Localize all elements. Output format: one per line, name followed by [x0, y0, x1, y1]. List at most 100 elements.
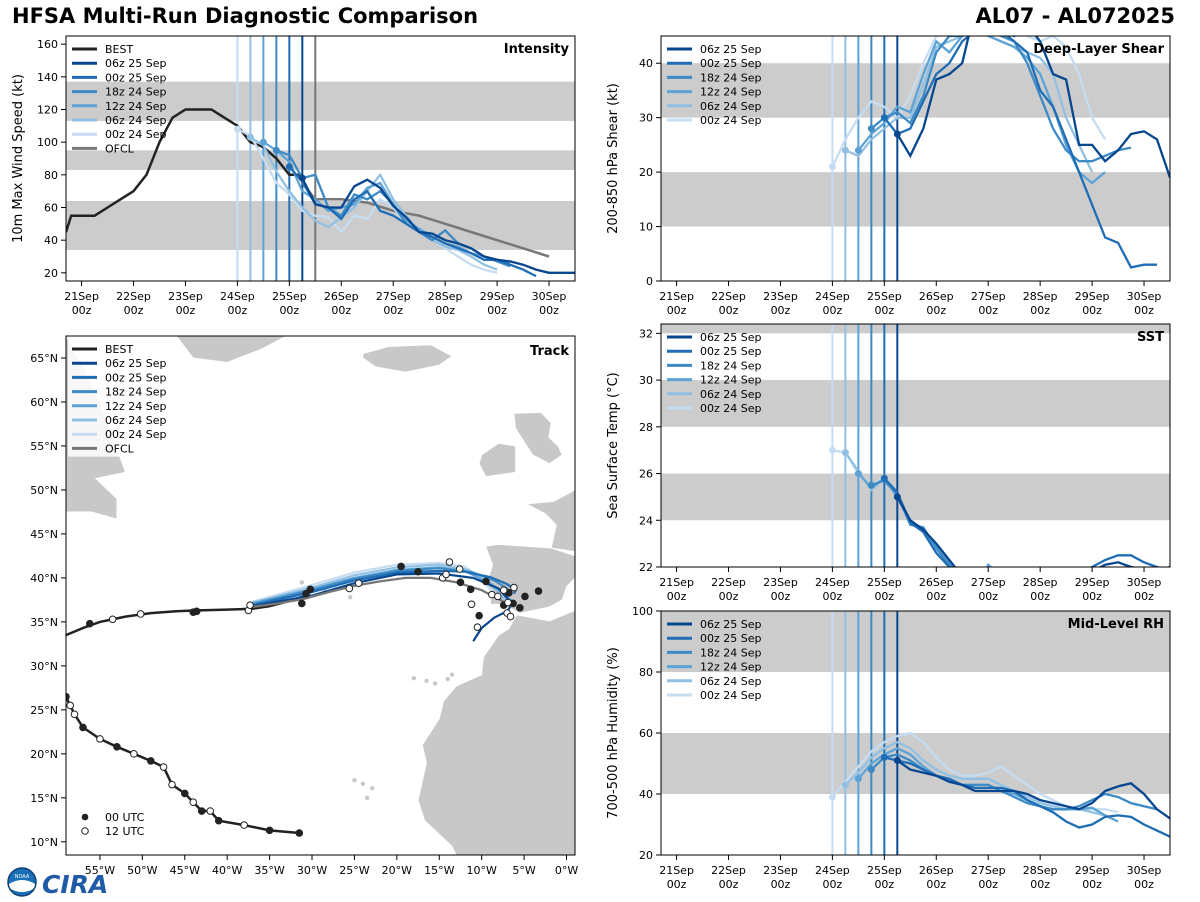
rh-legend-label: 06z 24 Sep: [700, 675, 762, 688]
shear-ylabel: 200-850 hPa Shear (kt): [606, 83, 621, 234]
cira-logo-text: CIRA: [42, 870, 108, 898]
shear-xtick-label: 00z: [719, 304, 739, 317]
shear-series-start-marker: [880, 114, 888, 122]
track-ytick-label: 20°N: [30, 748, 58, 761]
track-12utc-marker: [455, 565, 464, 573]
sst-ytick-label: 30: [639, 374, 653, 387]
track-xtick-label: 30°W: [297, 864, 327, 877]
island-canaries: [449, 672, 455, 677]
intensity-series-start-marker: [285, 163, 293, 171]
rh-ytick-label: 20: [639, 849, 653, 862]
island-canaries: [432, 681, 438, 686]
shear-xtick-label: 25Sep: [867, 290, 902, 303]
rh-ytick-label: 60: [639, 727, 653, 740]
track-12utc-marker: [445, 558, 454, 566]
intensity-shaded-band: [66, 150, 575, 170]
intensity-ytick-label: 20: [44, 267, 58, 280]
shear-xtick-label: 26Sep: [919, 290, 954, 303]
sst-xtick-label: 30Sep: [1127, 576, 1162, 589]
intensity-ytick-label: 160: [37, 38, 58, 51]
land-greenland: [175, 336, 287, 363]
sst-series-line: [871, 479, 1106, 567]
intensity-ytick-label: 120: [37, 104, 58, 117]
intensity-panel-title: Intensity: [504, 42, 570, 57]
sst-ytick-label: 22: [639, 561, 653, 574]
intensity-xtick-label: 28Sep: [428, 290, 463, 303]
track-xtick-label: 10°W: [466, 864, 496, 877]
rh-xtick-label: 22Sep: [711, 864, 746, 877]
intensity-series-line: [236, 128, 498, 274]
intensity-xtick-label: 00z: [435, 304, 455, 317]
track-12utc-marker: [510, 583, 518, 592]
sst-xtick-label: 00z: [978, 590, 998, 603]
intensity-legend-label: 06z 25 Sep: [105, 57, 167, 70]
rh-xtick-label: 26Sep: [919, 864, 954, 877]
rh-shaded-band: [661, 611, 1170, 672]
track-xtick-label: 50°W: [127, 864, 157, 877]
rh-series-start-marker: [893, 756, 901, 764]
track-best-marker: [168, 780, 176, 789]
marker-legend-label: 12 UTC: [105, 825, 145, 838]
track-xtick-label: 15°W: [424, 864, 454, 877]
shear-plot-area: [661, 36, 1170, 281]
intensity-xtick-label: 00z: [487, 304, 507, 317]
marker-legend-label: 00 UTC: [105, 811, 145, 824]
rh-ytick-label: 40: [639, 788, 653, 801]
intensity-series-start-marker: [298, 174, 306, 182]
noaa-gull-icon: [9, 880, 35, 892]
track-best-marker: [189, 798, 198, 807]
track-best-marker: [159, 763, 168, 771]
intensity-xtick-label: 29Sep: [480, 290, 515, 303]
sst-series-start-marker: [893, 493, 901, 501]
island-canaries: [445, 676, 450, 682]
track-ytick-label: 60°N: [30, 396, 58, 409]
intensity-series-line: [301, 177, 575, 274]
track-best-marker: [70, 710, 79, 719]
shear-panel-title: Deep-Layer Shear: [1033, 42, 1164, 57]
track-xtick-label: 0°W: [555, 864, 578, 877]
shear-shaded-band: [661, 172, 1170, 227]
track-ytick-label: 55°N: [30, 440, 58, 453]
shear-series-line: [870, 36, 1132, 163]
intensity-series-start-marker: [272, 146, 280, 154]
shear-ytick-label: 20: [639, 166, 653, 179]
sst-xtick-label: 00z: [771, 590, 791, 603]
track-12utc-marker: [354, 579, 363, 587]
track-best-marker: [130, 750, 138, 758]
track-best-marker: [240, 821, 248, 829]
track-xtick-label: 40°W: [212, 864, 242, 877]
sst-xtick-label: 00z: [874, 590, 894, 603]
track-panel-title: Track: [530, 344, 569, 359]
shear-series-line: [896, 36, 1170, 178]
track-xtick-label: 55°W: [85, 864, 115, 877]
rh-series-start-marker: [841, 781, 849, 789]
track-ytick-label: 25°N: [30, 704, 58, 717]
track-best-line: [66, 595, 304, 637]
intensity-best-line: [66, 108, 303, 233]
rh-series-start-marker: [880, 753, 888, 761]
shear-series-start-marker: [867, 125, 875, 133]
sst-legend-label: 06z 25 Sep: [700, 331, 762, 344]
track-12utc-marker: [467, 600, 476, 609]
shear-legend-label: 18z 24 Sep: [700, 71, 762, 84]
sst-xtick-label: 00z: [823, 590, 843, 603]
shear-legend-label: 06z 25 Sep: [700, 43, 762, 56]
sst-xtick-label: 28Sep: [1023, 576, 1058, 589]
sst-xtick-label: 21Sep: [659, 576, 694, 589]
rh-series-start-marker: [828, 793, 836, 801]
sst-series-start-marker: [828, 446, 836, 454]
shear-ytick-label: 40: [639, 57, 653, 70]
shear-series-start-marker: [854, 146, 862, 154]
track-forecast-line: [252, 567, 513, 606]
track-xtick-label: 20°W: [382, 864, 412, 877]
track-00utc-marker: [397, 562, 405, 571]
track-12utc-marker: [442, 570, 450, 579]
marker-legend-filled-icon: [81, 813, 89, 821]
track-forecast-line: [252, 572, 513, 642]
sst-xtick-label: 00z: [719, 590, 739, 603]
intensity-ylabel: 10m Max Wind Speed (kt): [11, 74, 26, 243]
intensity-xtick-label: 00z: [176, 304, 196, 317]
shear-series-start-marker: [841, 146, 849, 154]
